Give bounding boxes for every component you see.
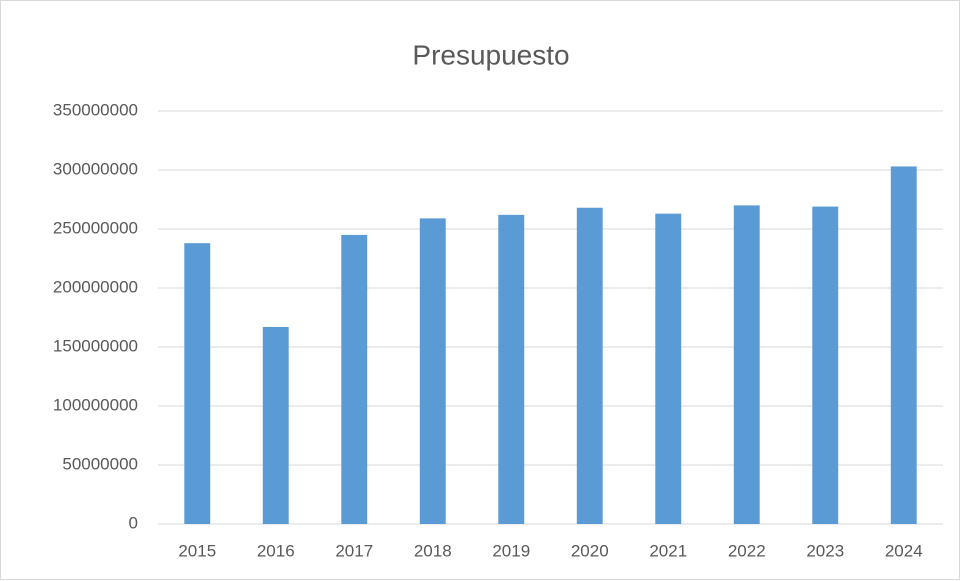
x-tick-label: 2023	[806, 541, 844, 560]
y-tick-label: 300000000	[53, 159, 138, 178]
y-tick-label: 50000000	[62, 454, 138, 473]
bar	[890, 166, 917, 524]
x-tick-label: 2018	[414, 541, 452, 560]
y-tick-label: 0	[129, 513, 138, 532]
bar	[655, 213, 682, 524]
x-tick-label: 2019	[492, 541, 530, 560]
bar	[419, 218, 446, 524]
x-tick-label: 2016	[257, 541, 295, 560]
x-tick-label: 2024	[885, 541, 923, 560]
y-tick-label: 100000000	[53, 395, 138, 414]
x-tick-label: 2022	[728, 541, 766, 560]
chart-title: Presupuesto	[412, 39, 569, 70]
bar	[812, 206, 839, 524]
bar	[341, 234, 368, 524]
y-tick-label: 250000000	[53, 218, 138, 237]
x-tick-label: 2020	[571, 541, 609, 560]
y-tick-label: 150000000	[53, 336, 138, 355]
bar	[576, 207, 603, 524]
y-tick-label: 200000000	[53, 277, 138, 296]
x-tick-label: 2015	[178, 541, 216, 560]
x-tick-label: 2021	[649, 541, 687, 560]
x-tick-label: 2017	[335, 541, 373, 560]
bar	[498, 214, 525, 524]
y-tick-label: 350000000	[53, 100, 138, 119]
bar	[733, 205, 760, 524]
bar	[184, 243, 211, 524]
bar	[262, 326, 289, 524]
